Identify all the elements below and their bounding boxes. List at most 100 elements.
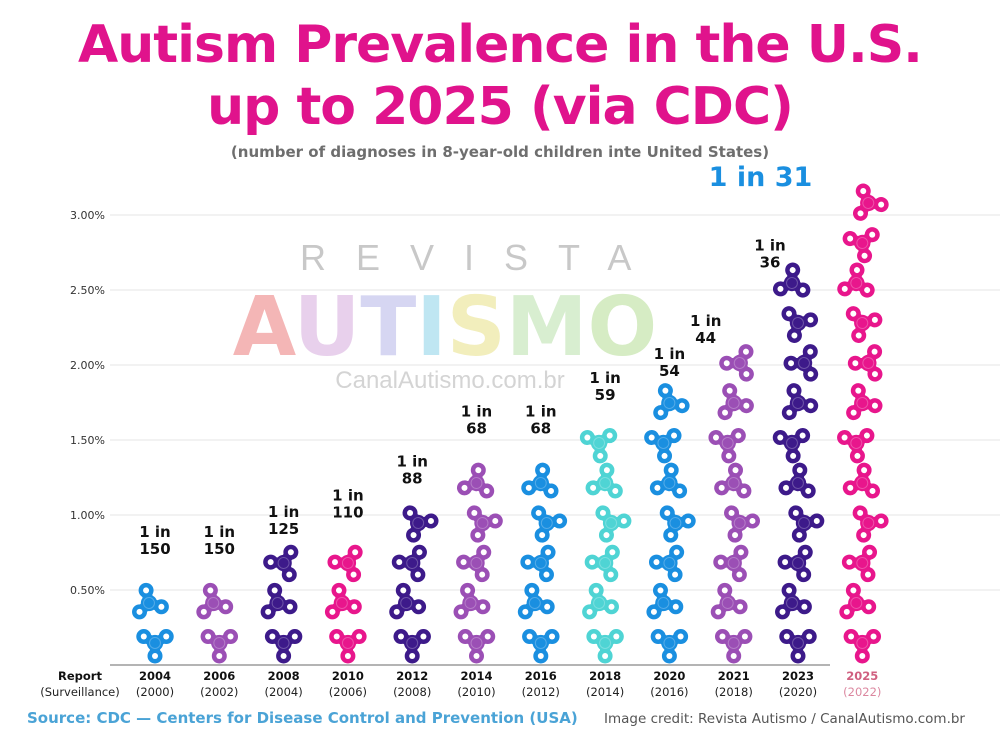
spinner-icon bbox=[772, 428, 811, 464]
spinner-icon bbox=[788, 505, 825, 543]
x-axis-title-report: Report bbox=[58, 669, 102, 683]
x-tick-report-year: 2014 bbox=[460, 669, 492, 683]
spinner-icon bbox=[714, 629, 753, 664]
bar-2006 bbox=[196, 582, 239, 664]
y-tick-label: 2.50% bbox=[70, 284, 105, 297]
bar-2008 bbox=[260, 544, 303, 664]
spinner-icon bbox=[132, 582, 169, 620]
x-tick-surveillance-year: (2000) bbox=[136, 685, 174, 699]
spinner-icon bbox=[521, 462, 559, 499]
spinner-icon bbox=[517, 582, 555, 620]
spinner-icon bbox=[653, 383, 690, 421]
spinner-icon bbox=[783, 344, 819, 382]
spinner-icon bbox=[324, 582, 362, 620]
spinner-icon bbox=[708, 428, 746, 464]
spinner-icon bbox=[659, 505, 696, 543]
spinner-icon bbox=[389, 582, 427, 620]
x-tick-report-year: 2016 bbox=[525, 669, 557, 683]
data-label: 1 in bbox=[268, 503, 299, 521]
spinner-icon bbox=[837, 428, 875, 464]
spinner-icon bbox=[852, 183, 889, 221]
spinner-icon bbox=[393, 629, 431, 664]
x-tick-surveillance-year: (2014) bbox=[586, 685, 624, 699]
x-tick-report-year: 2018 bbox=[589, 669, 621, 683]
y-axis-ticks: 0.50% 1.00% 1.50% 2.00% 2.50% 3.00% bbox=[70, 209, 105, 597]
spinner-icon bbox=[579, 428, 618, 464]
spinner-icon bbox=[329, 629, 367, 664]
spinner-icon bbox=[724, 505, 761, 543]
spinner-icon bbox=[466, 505, 503, 543]
data-label: 1 in bbox=[589, 369, 620, 387]
bar-2004 bbox=[132, 582, 174, 664]
spinner-icon bbox=[531, 505, 568, 543]
source-note: Source: CDC — Centers for Disease Contro… bbox=[27, 709, 578, 727]
data-label-ratio: 36 bbox=[760, 253, 781, 271]
data-label: 1 in bbox=[139, 523, 170, 541]
x-tick-report-year: 2020 bbox=[653, 669, 685, 683]
spinner-icon bbox=[200, 629, 239, 664]
spinner-icon bbox=[843, 629, 882, 664]
x-tick-report-year: 2025 bbox=[846, 669, 878, 683]
watermark-revista: REVISTA bbox=[300, 237, 661, 278]
spinner-icon bbox=[710, 582, 748, 620]
bar-2023 bbox=[772, 262, 825, 664]
spinner-icon bbox=[327, 544, 363, 583]
data-label-ratio: 68 bbox=[466, 419, 487, 437]
bars bbox=[132, 183, 889, 664]
chart-title-line-1: Autism Prevalence in the U.S. bbox=[78, 15, 923, 75]
y-tick-label: 2.00% bbox=[70, 359, 105, 372]
data-label-ratio: 150 bbox=[204, 540, 235, 558]
data-label: 1 in bbox=[461, 402, 492, 420]
data-label-ratio: 59 bbox=[595, 386, 616, 404]
spinner-icon bbox=[457, 629, 496, 664]
y-tick-label: 3.00% bbox=[70, 209, 105, 222]
spinner-icon bbox=[522, 629, 560, 664]
data-label: 1 in bbox=[204, 523, 235, 541]
spinner-icon bbox=[714, 462, 752, 499]
spinner-icon bbox=[772, 262, 811, 298]
chart-subtitle: (number of diagnoses in 8-year-old child… bbox=[230, 143, 770, 161]
data-label: 1 in bbox=[754, 236, 785, 254]
x-tick-report-year: 2008 bbox=[268, 669, 300, 683]
watermark: REVISTA AUTISMO CanalAutismo.com.br bbox=[233, 237, 661, 394]
spinner-icon bbox=[586, 629, 624, 664]
spinner-icon bbox=[136, 629, 174, 664]
image-credit: Image credit: Revista Autismo / CanalAut… bbox=[604, 711, 965, 727]
data-label: 1 in bbox=[690, 312, 721, 330]
data-label-ratio: 68 bbox=[530, 419, 551, 437]
spinner-icon bbox=[842, 462, 881, 499]
spinner-icon bbox=[852, 505, 889, 543]
data-label-ratio: 88 bbox=[402, 470, 423, 488]
spinner-icon bbox=[391, 544, 427, 583]
spinner-icon bbox=[649, 462, 688, 499]
y-tick-label: 1.50% bbox=[70, 434, 105, 447]
x-axis-ticks: 2004 (2000) 2006 (2002) 2008 (2004) 2010 (2006)… bbox=[136, 669, 882, 699]
x-tick-report-year: 2023 bbox=[782, 669, 814, 683]
x-tick-surveillance-year: (2018) bbox=[715, 685, 753, 699]
data-label-ratio: 150 bbox=[139, 540, 170, 558]
y-tick-label: 1.00% bbox=[70, 509, 105, 522]
bar-2014 bbox=[453, 462, 503, 664]
x-tick-surveillance-year: (2020) bbox=[779, 685, 817, 699]
spinner-icon bbox=[260, 582, 298, 620]
spinner-icon bbox=[717, 383, 754, 421]
data-label: 1 in bbox=[654, 345, 685, 363]
spinner-icon bbox=[595, 505, 632, 543]
x-tick-report-year: 2004 bbox=[139, 669, 171, 683]
x-tick-report-year: 2012 bbox=[396, 669, 428, 683]
spinner-icon bbox=[456, 544, 492, 583]
spinner-icon bbox=[779, 629, 817, 664]
spinner-icon bbox=[196, 582, 234, 620]
data-label: 1 in bbox=[396, 453, 427, 471]
spinner-icon bbox=[719, 344, 754, 382]
x-tick-surveillance-year: (2002) bbox=[200, 685, 238, 699]
data-label-ratio: 125 bbox=[268, 520, 299, 538]
x-tick-report-year: 2010 bbox=[332, 669, 364, 683]
spinner-icon bbox=[263, 544, 299, 583]
x-tick-surveillance-year: (2004) bbox=[264, 685, 302, 699]
x-axis-title-surveillance: (Surveillance) bbox=[40, 685, 120, 699]
spinner-icon bbox=[845, 306, 883, 343]
bar-2012 bbox=[389, 505, 439, 664]
spinner-icon bbox=[839, 582, 877, 620]
